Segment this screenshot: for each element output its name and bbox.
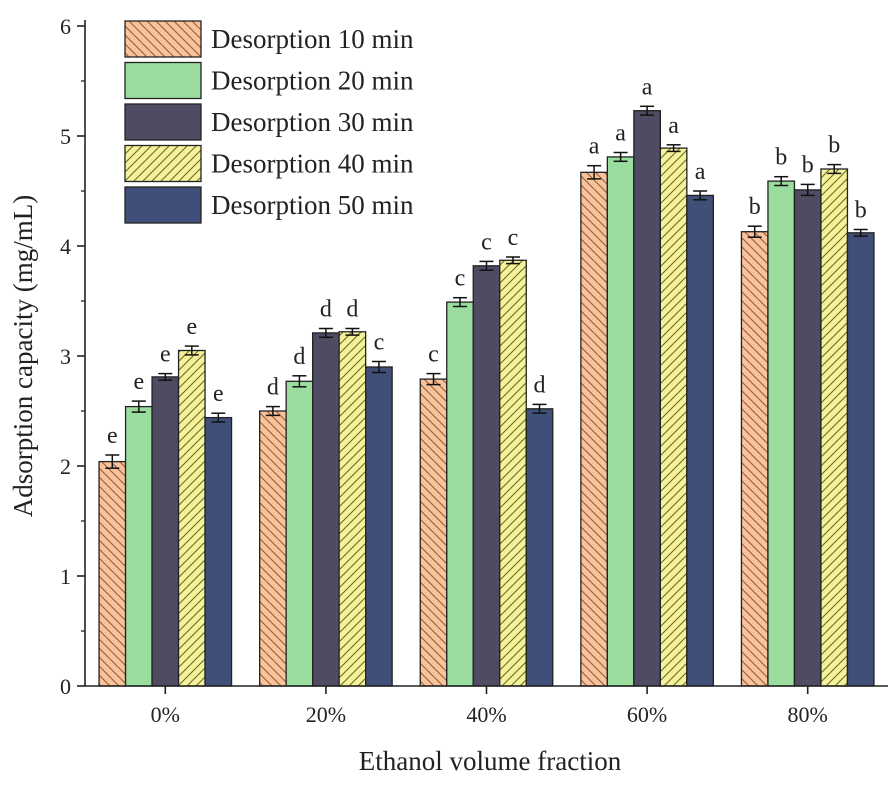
- legend-swatch-5: [124, 186, 202, 224]
- legend-label-3: Desorption 30 min: [211, 107, 414, 137]
- bar-3-4: [633, 110, 661, 687]
- significance-label: a: [695, 159, 706, 185]
- legend-swatch-4: [124, 144, 202, 183]
- significance-label: a: [642, 74, 653, 100]
- bar-1-4: [580, 171, 608, 687]
- bar-5-1: [204, 416, 233, 687]
- x-tick-label: 0%: [151, 702, 180, 727]
- y-tick-label: 5: [60, 124, 71, 149]
- significance-label: d: [293, 344, 305, 370]
- significance-label: b: [775, 145, 787, 171]
- bar-1-3: [419, 378, 448, 687]
- legend-swatch-1: [124, 20, 202, 58]
- legend-label-4: Desorption 40 min: [211, 149, 414, 179]
- significance-label: e: [213, 381, 224, 407]
- bar-5-4: [686, 194, 714, 687]
- bar-2-4: [606, 156, 635, 687]
- significance-label: d: [267, 375, 279, 401]
- significance-label: e: [107, 423, 118, 449]
- bar-3-3: [472, 265, 501, 687]
- significance-label: e: [133, 369, 144, 395]
- bar-1-1: [98, 460, 127, 687]
- y-axis-title: Adsorption capacity (mg/mL): [8, 195, 38, 517]
- y-tick-label: 2: [60, 454, 71, 479]
- bar-4-1: [177, 349, 206, 687]
- significance-label: e: [160, 342, 171, 368]
- bar-2-1: [124, 405, 153, 687]
- legend-label-2: Desorption 20 min: [211, 66, 414, 96]
- bar-3-5: [793, 189, 822, 687]
- significance-label: d: [534, 372, 546, 398]
- significance-label: d: [346, 297, 358, 323]
- bar-5-3: [525, 408, 554, 687]
- y-tick-label: 6: [60, 14, 71, 39]
- legend-label-1: Desorption 10 min: [211, 24, 414, 54]
- bar-4-4: [659, 147, 688, 687]
- significance-label: c: [455, 266, 466, 292]
- legend: Desorption 10 min Desorption 20 min Desorp…: [124, 20, 414, 224]
- x-tick-label: 40%: [466, 702, 506, 727]
- significance-label: c: [428, 342, 439, 368]
- bar-2-3: [446, 301, 474, 687]
- x-tick-label: 20%: [306, 702, 346, 727]
- bar-4-3: [499, 259, 527, 687]
- significance-label: c: [508, 225, 519, 251]
- x-tick-label: 80%: [788, 702, 828, 727]
- significance-label: a: [668, 113, 679, 139]
- bar-4-2: [338, 331, 367, 687]
- x-tick-label: 60%: [627, 702, 667, 727]
- bar-1-5: [740, 231, 769, 687]
- significance-label: d: [320, 297, 332, 323]
- bar-1-2: [258, 410, 287, 687]
- significance-label: b: [802, 152, 814, 178]
- significance-label: c: [481, 229, 492, 255]
- legend-label-5: Desorption 50 min: [211, 190, 414, 220]
- y-tick-label: 3: [60, 344, 71, 369]
- significance-label: a: [589, 134, 600, 160]
- bar-5-2: [364, 366, 393, 687]
- legend-swatch-3: [124, 103, 202, 141]
- y-tick-label: 4: [60, 234, 71, 259]
- bar-2-5: [767, 180, 796, 687]
- y-tick-label: 0: [60, 674, 71, 699]
- bar-2-2: [285, 380, 314, 687]
- significance-label: b: [749, 194, 761, 220]
- bar-3-2: [311, 332, 340, 687]
- bar-5-5: [846, 232, 875, 687]
- x-axis-title: Ethanol volume fraction: [359, 746, 622, 776]
- bar-4-5: [820, 168, 849, 687]
- y-tick-label: 1: [60, 564, 71, 589]
- significance-label: b: [828, 133, 840, 159]
- bar-3-1: [151, 376, 180, 687]
- significance-label: a: [615, 121, 626, 147]
- legend-swatch-2: [124, 61, 202, 100]
- significance-label: b: [855, 198, 867, 224]
- significance-label: c: [374, 330, 385, 356]
- significance-label: e: [186, 314, 197, 340]
